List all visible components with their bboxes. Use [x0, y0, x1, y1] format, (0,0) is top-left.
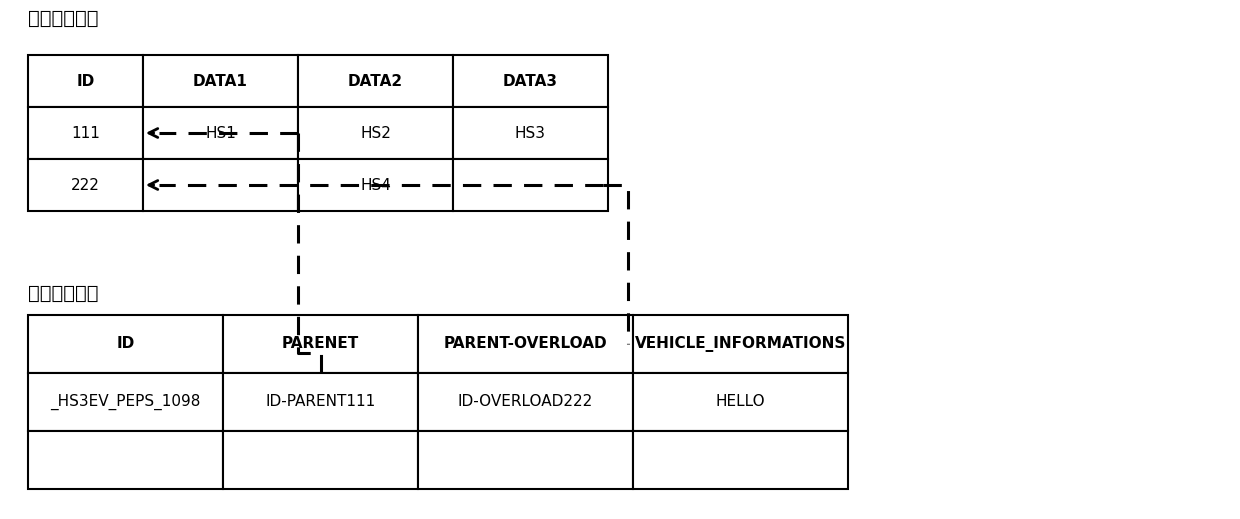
Bar: [632, 315, 848, 373]
Text: 222: 222: [71, 177, 100, 193]
Text: HELLO: HELLO: [715, 394, 765, 409]
Bar: [298, 107, 453, 159]
Text: 父数据结构表: 父数据结构表: [29, 8, 98, 28]
Text: DATA1: DATA1: [193, 74, 248, 89]
Bar: [632, 373, 848, 431]
Bar: [29, 373, 223, 431]
Text: _HS3EV_PEPS_1098: _HS3EV_PEPS_1098: [51, 394, 201, 410]
Bar: [143, 159, 298, 211]
Text: 子数据结构表: 子数据结构表: [29, 283, 98, 303]
Text: HS1: HS1: [205, 126, 236, 141]
Bar: [223, 373, 418, 431]
Bar: [418, 315, 632, 373]
Bar: [632, 431, 848, 489]
Text: ID-OVERLOAD222: ID-OVERLOAD222: [458, 394, 593, 409]
Text: HS2: HS2: [360, 126, 391, 141]
Text: ID-PARENT111: ID-PARENT111: [265, 394, 376, 409]
Text: ID: ID: [77, 74, 94, 89]
Bar: [418, 373, 632, 431]
Bar: [29, 315, 223, 373]
Text: VEHICLE_INFORMATIONS: VEHICLE_INFORMATIONS: [635, 336, 846, 352]
Bar: [453, 107, 608, 159]
Bar: [29, 55, 143, 107]
Bar: [418, 431, 632, 489]
Bar: [298, 55, 453, 107]
Text: DATA3: DATA3: [503, 74, 558, 89]
Bar: [29, 107, 143, 159]
Bar: [223, 315, 418, 373]
Bar: [223, 431, 418, 489]
Text: HS3: HS3: [515, 126, 546, 141]
Bar: [453, 159, 608, 211]
Text: PARENET: PARENET: [281, 336, 360, 351]
Text: HS4: HS4: [360, 177, 391, 193]
Text: PARENT-OVERLOAD: PARENT-OVERLOAD: [444, 336, 608, 351]
Bar: [298, 159, 453, 211]
Bar: [29, 431, 223, 489]
Bar: [143, 107, 298, 159]
Bar: [29, 159, 143, 211]
Bar: [143, 55, 298, 107]
Text: DATA2: DATA2: [348, 74, 403, 89]
Text: 111: 111: [71, 126, 100, 141]
Text: ID: ID: [117, 336, 135, 351]
Bar: [453, 55, 608, 107]
